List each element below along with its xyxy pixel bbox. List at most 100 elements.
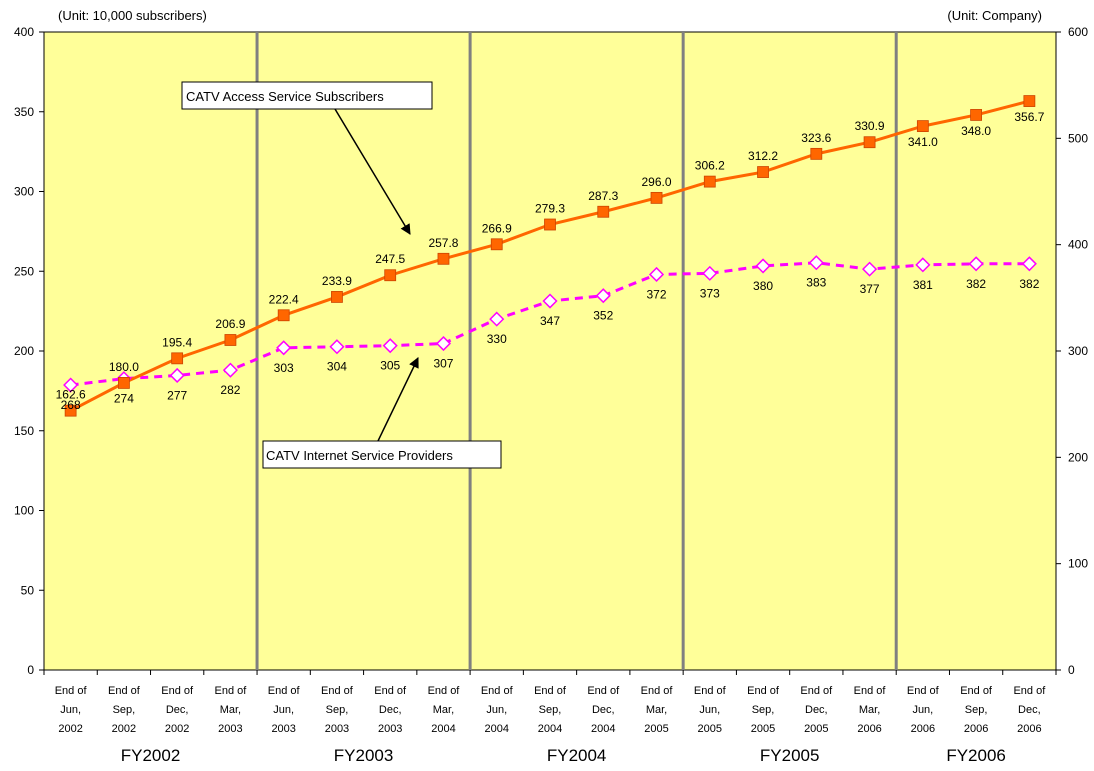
fiscal-year-label: FY2005 [760, 746, 820, 765]
access-data-point [277, 309, 290, 322]
isp-data-point [915, 257, 931, 273]
isp-data-label: 268 [61, 398, 81, 412]
x-axis-category-label: Sep, [326, 704, 349, 716]
access-data-label: 306.2 [695, 159, 725, 173]
x-axis-category-label: 2006 [911, 723, 935, 735]
x-axis-category-label: 2003 [218, 723, 242, 735]
access-data-label: 341.0 [908, 135, 938, 149]
left-axis-tick-label: 150 [14, 424, 34, 438]
right-axis-tick-label: 500 [1068, 131, 1088, 145]
right-axis-tick-label: 600 [1068, 25, 1088, 39]
fiscal-year-label: FY2006 [946, 746, 1006, 765]
isp-data-point [862, 261, 878, 277]
x-axis-category-label: End of [694, 685, 727, 697]
isp-data-label: 274 [114, 392, 134, 406]
access-data-point [331, 291, 343, 303]
left-axis-tick-label: 0 [27, 663, 34, 677]
isp-data-point [542, 293, 558, 309]
x-axis-category-label: 2002 [112, 723, 136, 735]
access-data-point [490, 238, 503, 251]
isp-data-label: 372 [647, 287, 667, 301]
access-data-point [437, 252, 450, 265]
x-axis-category-label: 2004 [484, 723, 508, 735]
x-axis-category-label: End of [747, 685, 780, 697]
access-data-point [916, 120, 929, 133]
fiscal-year-label: FY2003 [334, 746, 394, 765]
x-axis-category-label: 2006 [1017, 723, 1041, 735]
access-data-label: 312.2 [748, 149, 778, 163]
isp-data-point [382, 338, 398, 354]
x-axis-category-label: 2005 [751, 723, 775, 735]
x-axis-category-label: Sep, [752, 704, 775, 716]
right-axis-tick-label: 300 [1068, 344, 1088, 358]
x-axis-category-label: Jun, [699, 704, 720, 716]
x-axis-category-label: Jun, [486, 704, 507, 716]
x-axis-category-label: End of [215, 685, 248, 697]
left-axis-tick-label: 50 [21, 583, 35, 597]
left-axis-tick-label: 200 [14, 344, 34, 358]
access-data-point [597, 205, 610, 218]
access-data-label: 287.3 [588, 189, 618, 203]
isp-callout-text: CATV Internet Service Providers [266, 448, 453, 463]
fiscal-year-label: FY2004 [547, 746, 607, 765]
isp-data-point [329, 339, 345, 355]
x-axis-category-label: Mar, [220, 704, 241, 716]
x-axis-category-label: 2003 [378, 723, 402, 735]
x-axis-category-label: 2004 [591, 723, 615, 735]
x-axis-category-label: End of [854, 685, 887, 697]
access-data-point [224, 334, 237, 346]
isp-data-point [169, 367, 185, 384]
x-axis-category-label: End of [161, 685, 194, 697]
isp-data-point [755, 258, 771, 274]
isp-data-label: 347 [540, 314, 560, 328]
x-axis-category-label: Dec, [592, 704, 615, 716]
access-data-label: 323.6 [801, 131, 831, 145]
x-axis-category-label: Mar, [859, 704, 880, 716]
right-axis-tick-label: 100 [1068, 557, 1088, 571]
access-callout-arrow [334, 108, 411, 235]
access-callout-box [181, 81, 433, 110]
access-data-label: 233.9 [322, 274, 352, 288]
isp-data-label: 377 [860, 282, 880, 296]
access-data-point [703, 175, 716, 188]
x-axis-category-label: 2002 [165, 723, 189, 735]
x-axis-category-label: Dec, [379, 704, 402, 716]
isp-data-label: 381 [913, 278, 933, 292]
isp-data-label: 277 [167, 388, 187, 402]
x-axis-category-label: Dec, [1018, 704, 1041, 716]
isp-data-point [489, 311, 505, 327]
x-axis-category-label: Dec, [805, 704, 828, 716]
access-data-point [650, 191, 663, 204]
isp-data-label: 383 [806, 276, 826, 290]
x-axis-category-label: 2005 [644, 723, 668, 735]
x-axis-category-label: End of [268, 685, 301, 697]
isp-data-label: 304 [327, 360, 347, 374]
access-data-label: 348.0 [961, 124, 991, 138]
access-data-label: 330.9 [855, 119, 885, 133]
x-axis-category-label: 2004 [431, 723, 455, 735]
access-data-label: 180.0 [109, 360, 139, 374]
isp-data-label: 282 [220, 383, 240, 397]
x-axis-category-label: Mar, [433, 704, 454, 716]
isp-data-point [702, 265, 718, 281]
right-axis-tick-label: 200 [1068, 450, 1088, 464]
x-axis-category-label: 2004 [538, 723, 562, 735]
isp-data-point [276, 340, 292, 356]
isp-data-point [63, 377, 79, 393]
isp-data-label: 303 [274, 361, 294, 375]
access-data-point [117, 376, 130, 389]
left-axis-tick-label: 250 [14, 264, 34, 278]
isp-data-point [808, 255, 824, 271]
x-axis-category-label: End of [587, 685, 620, 697]
x-axis-category-label: End of [108, 685, 141, 697]
isp-callout-box [262, 440, 502, 469]
x-axis-category-label: End of [428, 685, 461, 697]
access-data-point [64, 404, 77, 417]
isp-data-label: 330 [487, 332, 507, 346]
x-axis-category-label: 2002 [58, 723, 82, 735]
isp-data-point [1021, 256, 1037, 272]
access-data-point [757, 166, 769, 178]
access-callout-text: CATV Access Service Subscribers [186, 89, 384, 104]
isp-data-point [648, 266, 665, 283]
